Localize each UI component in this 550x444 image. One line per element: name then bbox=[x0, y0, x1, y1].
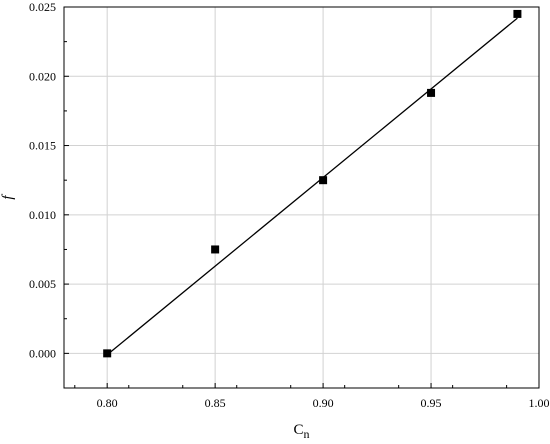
y-tick-label: 0.015 bbox=[29, 139, 56, 153]
data-points bbox=[103, 9, 522, 358]
axis-ticks bbox=[64, 6, 540, 388]
x-tick-labels: 0.80 0.85 0.90 0.95 1.00 bbox=[97, 396, 550, 410]
x-tick-label: 0.85 bbox=[205, 396, 226, 410]
y-axis-label: f bbox=[0, 194, 16, 200]
y-tick-label: 0.010 bbox=[29, 208, 56, 222]
data-point bbox=[513, 9, 522, 18]
x-tick-label: 0.90 bbox=[313, 396, 334, 410]
fit-line-group bbox=[106, 17, 518, 356]
y-tick-label: 0.025 bbox=[29, 0, 56, 14]
y-tick-label: 0.005 bbox=[29, 277, 56, 291]
data-point bbox=[211, 245, 220, 254]
y-tick-label: 0.020 bbox=[29, 69, 56, 83]
x-tick-label: 0.95 bbox=[421, 396, 442, 410]
x-axis-label: Cn bbox=[293, 422, 309, 441]
grid bbox=[64, 6, 540, 388]
fit-line bbox=[106, 17, 518, 356]
y-tick-labels: 0.000 0.005 0.010 0.015 0.020 0.025 bbox=[29, 0, 56, 360]
data-point bbox=[427, 88, 436, 97]
x-tick-label: 1.00 bbox=[529, 396, 550, 410]
plot-frame bbox=[63, 6, 540, 389]
y-tick-label: 0.000 bbox=[29, 346, 56, 360]
data-point bbox=[103, 349, 112, 358]
x-tick-label: 0.80 bbox=[97, 396, 118, 410]
data-point bbox=[319, 176, 328, 185]
